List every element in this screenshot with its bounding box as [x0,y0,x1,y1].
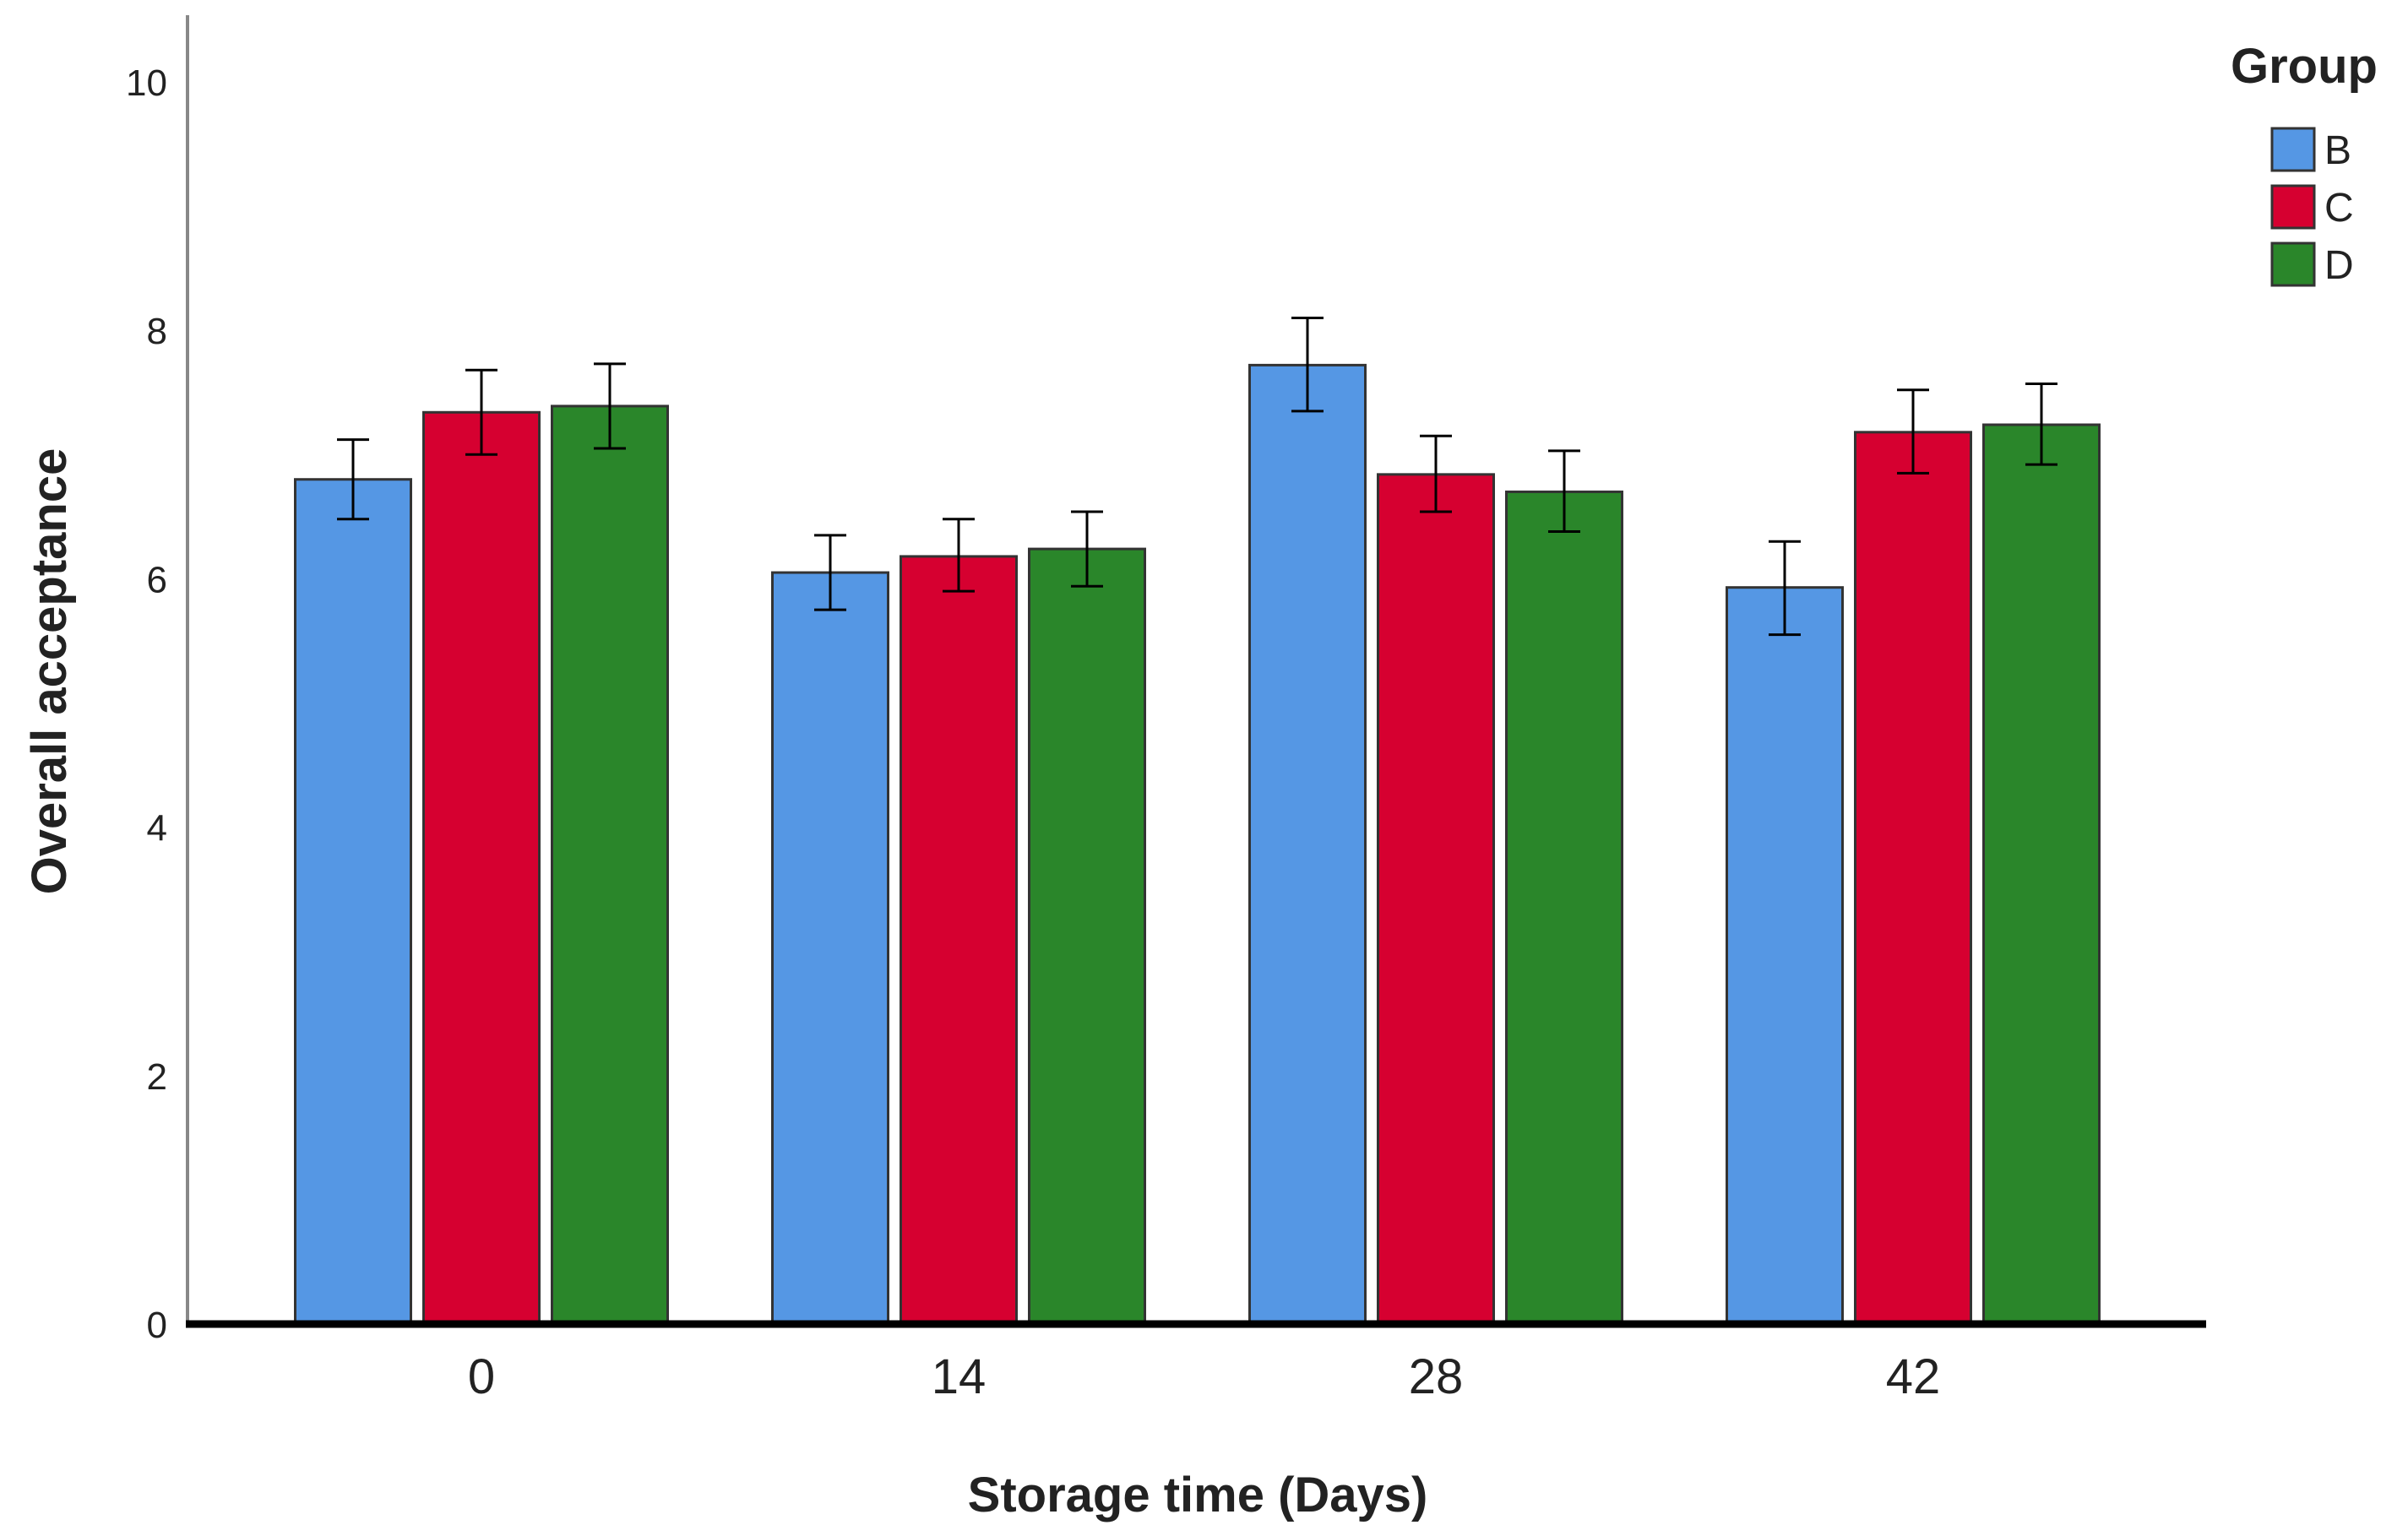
legend-item-C: C [2270,184,2354,231]
bar-C-day-0 [422,410,541,1326]
y-tick-label: 2 [147,1056,167,1098]
bar-C-day-14 [900,555,1018,1326]
x-tick-label: 42 [1886,1349,1941,1404]
y-tick-label: 8 [147,311,167,352]
legend-swatch [2270,242,2316,287]
legend-label: B [2324,128,2351,173]
error-bar-B-day-42 [1769,540,1801,637]
bar-B-day-14 [771,571,889,1326]
bar-D-day-28 [1505,490,1623,1326]
bar-B-day-28 [1248,363,1367,1326]
y-tick-label: 4 [147,808,167,849]
bar-D-day-42 [1982,423,2101,1326]
error-bar-D-day-14 [1071,510,1103,588]
legend-label: C [2324,186,2354,231]
y-tick-label: 6 [147,559,167,600]
error-bar-B-day-0 [337,438,369,521]
x-tick-labels: 0 14 28 42 [468,1349,1940,1404]
y-axis-title: Overall acceptance [22,448,77,895]
error-bar-C-day-28 [1420,434,1452,513]
bar-B-day-42 [1726,586,1844,1326]
error-bar-C-day-14 [943,518,975,593]
y-tick-label: 10 [126,62,167,104]
bar-C-day-28 [1377,473,1495,1326]
legend-item-B: B [2270,127,2351,173]
bar-C-day-42 [1854,431,1972,1326]
x-tick-label: 28 [1409,1349,1464,1404]
legend-item-D: D [2270,242,2354,288]
legend-swatch [2270,184,2316,230]
error-bar-B-day-28 [1291,316,1324,413]
y-tick-label: 0 [147,1305,167,1346]
x-tick-label: 0 [468,1349,495,1404]
error-bar-D-day-0 [594,362,626,450]
error-bar-B-day-14 [814,534,846,611]
x-axis-title: Storage time (Days) [968,1468,1428,1522]
error-bar-D-day-28 [1548,449,1580,534]
legend-swatch [2270,127,2316,172]
bar-B-day-0 [294,478,412,1326]
legend-label: D [2324,243,2354,288]
error-bar-C-day-0 [465,368,497,456]
error-bar-D-day-42 [2025,382,2057,466]
legend-title: Group [2231,39,2378,94]
bar-D-day-14 [1028,547,1146,1326]
legend-items: BCD [2270,127,2354,288]
error-bar-C-day-42 [1897,388,1929,475]
legend: Group BCD [2231,39,2378,288]
x-tick-label: 14 [932,1349,987,1404]
bar-D-day-0 [551,404,669,1326]
y-tick-labels: 0 2 4 6 8 10 [126,62,167,1346]
bars-layer [294,363,2101,1326]
error-bars-layer [337,316,2057,637]
